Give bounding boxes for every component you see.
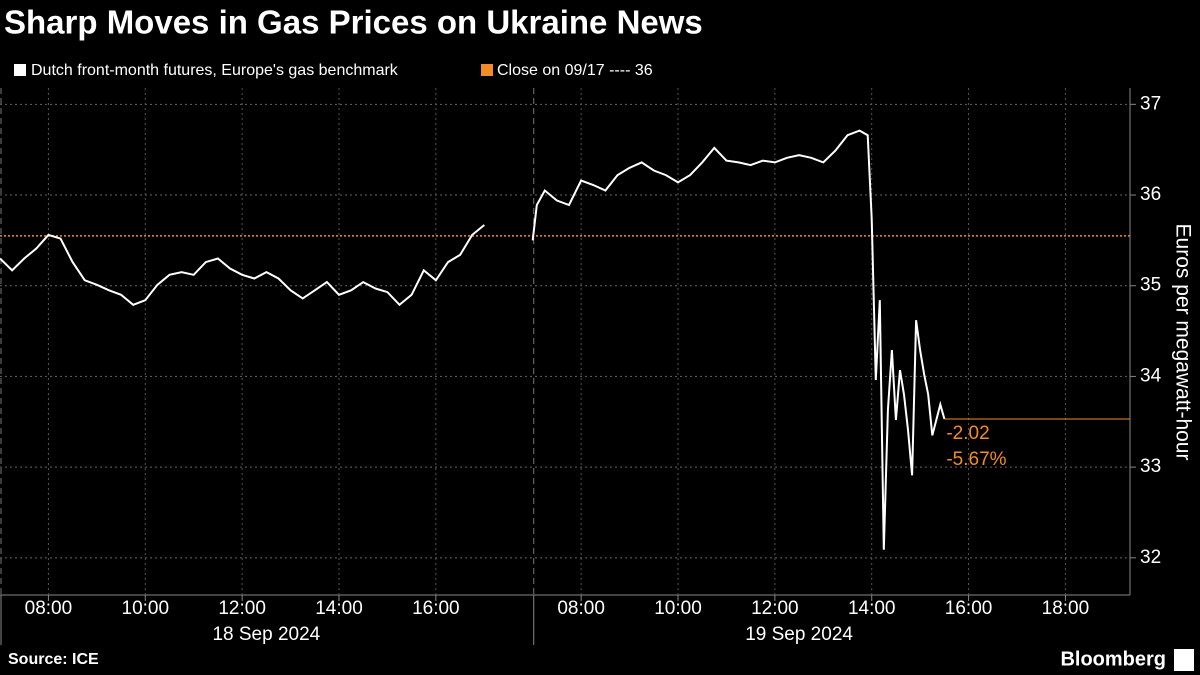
annotation: -2.02 bbox=[946, 423, 989, 444]
x-tick-label: 10:00 bbox=[122, 598, 170, 619]
x-tick-label: 16:00 bbox=[412, 598, 460, 619]
y-tick-label: 36 bbox=[1140, 184, 1161, 205]
brand: Bloomberg bbox=[1060, 648, 1166, 670]
legend-label: Dutch front-month futures, Europe's gas … bbox=[31, 62, 399, 79]
legend-swatch bbox=[481, 64, 493, 76]
legend-label: Close on 09/17 ---- 36 bbox=[497, 62, 653, 79]
y-axis-label: Euros per megawatt-hour bbox=[1171, 224, 1194, 461]
chart-title: Sharp Moves in Gas Prices on Ukraine New… bbox=[4, 4, 703, 41]
x-tick-label: 14:00 bbox=[315, 598, 363, 619]
x-tick-label: 16:00 bbox=[945, 598, 993, 619]
x-tick-label: 18:00 bbox=[1042, 598, 1090, 619]
source: Source: ICE bbox=[8, 651, 99, 668]
x-tick-label: 12:00 bbox=[751, 598, 799, 619]
y-tick-label: 32 bbox=[1140, 547, 1161, 568]
y-tick-label: 37 bbox=[1140, 93, 1161, 114]
y-tick-label: 35 bbox=[1140, 275, 1161, 296]
x-tick-label: 08:00 bbox=[557, 598, 605, 619]
x-date-label: 19 Sep 2024 bbox=[745, 624, 853, 645]
x-tick-label: 10:00 bbox=[654, 598, 702, 619]
annotation: -5.67% bbox=[946, 449, 1006, 470]
x-date-label: 18 Sep 2024 bbox=[212, 624, 320, 645]
price-line bbox=[531, 129, 946, 550]
x-tick-label: 14:00 bbox=[848, 598, 896, 619]
brand-icon bbox=[1174, 649, 1194, 671]
legend-swatch bbox=[14, 64, 26, 76]
price-line bbox=[0, 224, 485, 307]
x-tick-label: 08:00 bbox=[25, 598, 73, 619]
y-tick-label: 34 bbox=[1140, 365, 1162, 386]
y-tick-label: 33 bbox=[1140, 456, 1161, 477]
x-tick-label: 12:00 bbox=[218, 598, 266, 619]
